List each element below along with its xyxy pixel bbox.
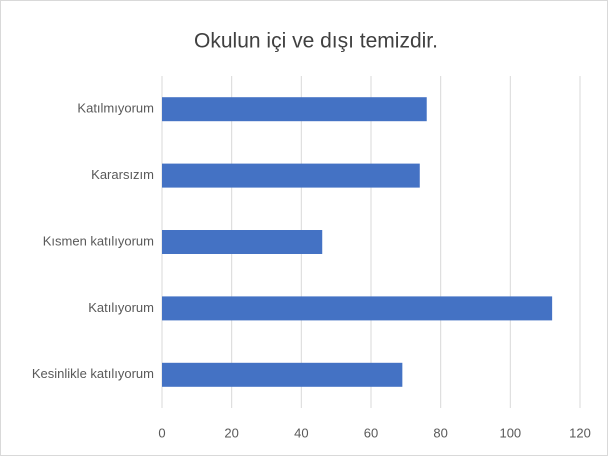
bar (162, 230, 323, 254)
y-tick-label: Katılmıyorum (77, 101, 154, 116)
x-tick-label: 120 (569, 425, 591, 440)
bar (162, 362, 403, 387)
bar (162, 296, 553, 321)
x-tick-label: 20 (224, 425, 238, 440)
x-tick-label: 100 (499, 425, 521, 440)
y-tick-label: Kararsızım (91, 167, 154, 182)
x-tick-label: 0 (158, 425, 165, 440)
bar (162, 163, 420, 188)
y-tick-label: Kesinlikle katılıyorum (32, 366, 154, 381)
x-tick-label: 80 (433, 425, 447, 440)
y-tick-label: Katılıyorum (88, 300, 154, 315)
y-tick-label: Kısmen katılıyorum (43, 233, 154, 248)
x-tick-label: 40 (294, 425, 308, 440)
bar (162, 97, 427, 122)
chart-title: Okulun içi ve dışı temizdir. (194, 30, 438, 53)
x-tick-label: 60 (364, 425, 378, 440)
